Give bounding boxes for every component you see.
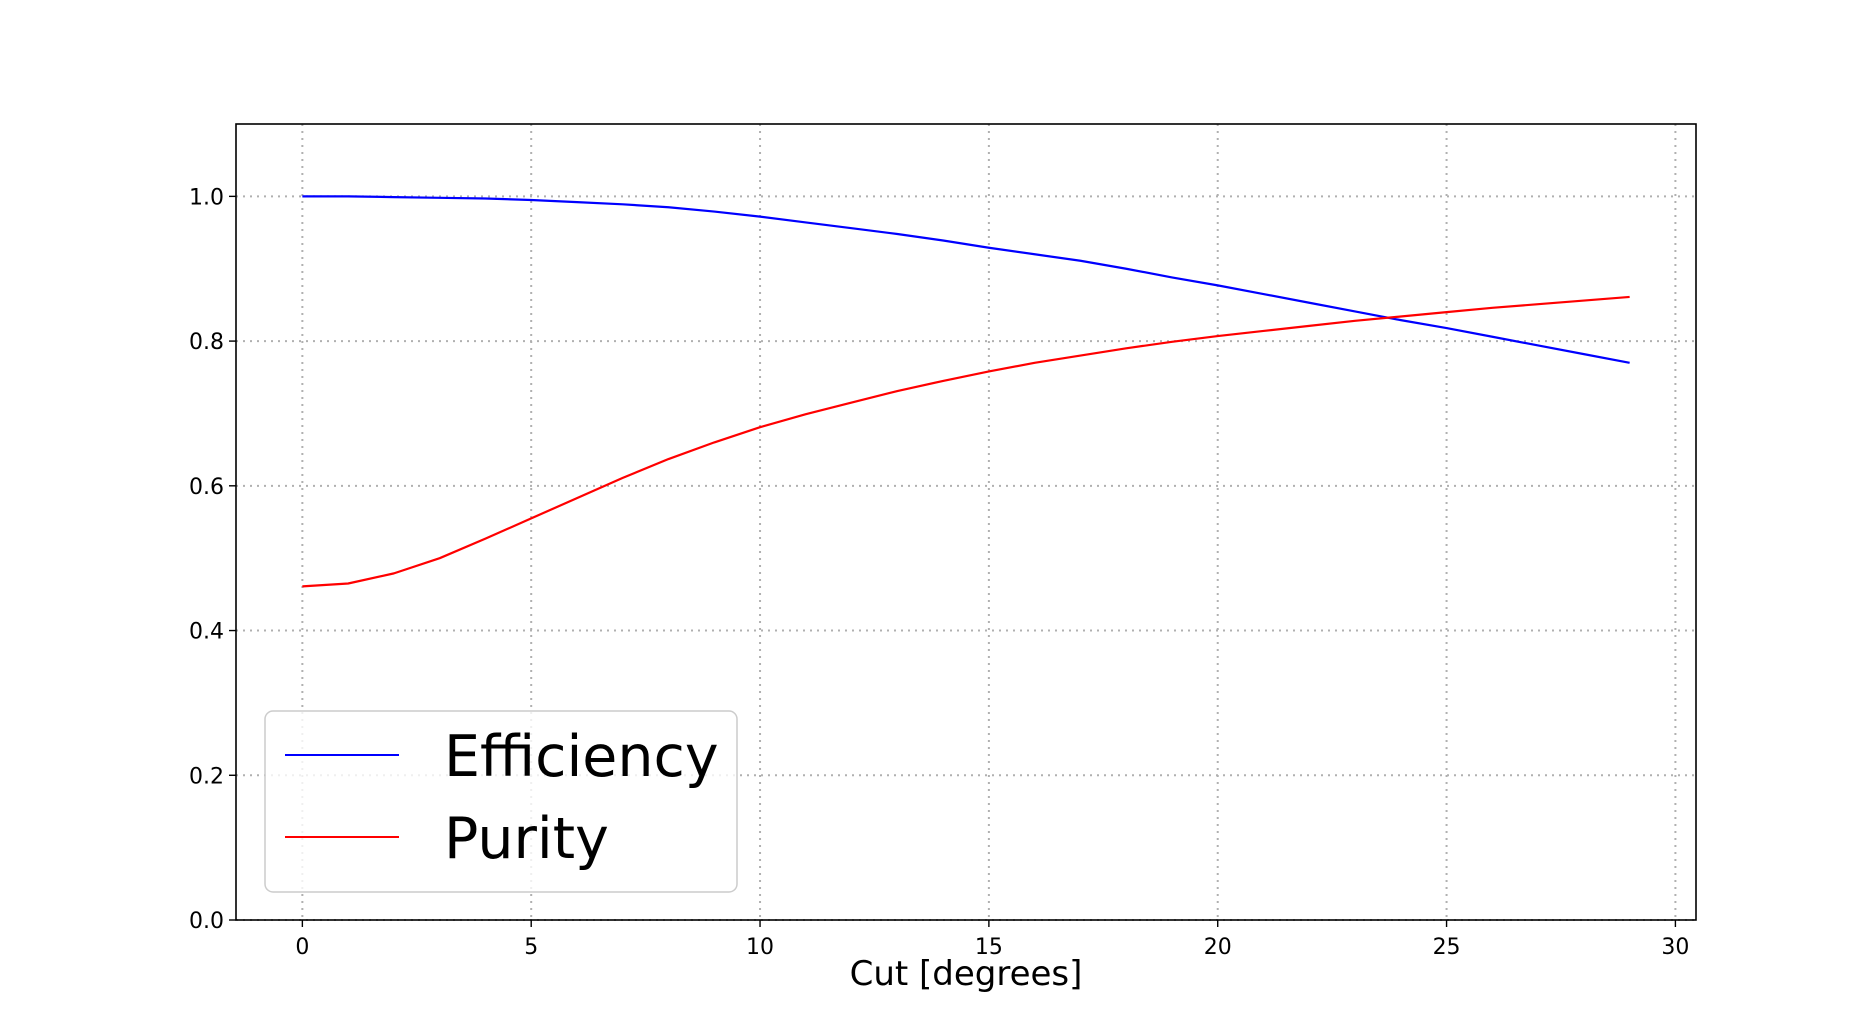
y-tick-label: 0.8 (189, 330, 224, 355)
y-tick-label: 0.6 (189, 475, 224, 500)
legend-label-purity: Purity (444, 806, 609, 872)
y-tick-label: 0.2 (189, 764, 224, 789)
legend-label-efficiency: Efficiency (444, 724, 719, 790)
plot-frame (235, 123, 1697, 921)
legend: Efficiency Purity (264, 710, 738, 893)
series-line-efficiency (302, 195, 1630, 364)
x-axis-title: Cut [degrees] (850, 954, 1083, 994)
x-tick-label: 25 (1433, 935, 1461, 960)
x-tick-label: 0 (295, 935, 309, 960)
x-tick-label: 30 (1661, 935, 1689, 960)
x-tick-label: 15 (975, 935, 1003, 960)
y-tick-label: 0.0 (189, 909, 224, 934)
y-tick-label: 0.4 (189, 620, 224, 645)
y-tick-label: 1.0 (189, 185, 224, 210)
series-line-purity (302, 295, 1630, 588)
series-layer (302, 195, 1630, 588)
legend-box (264, 710, 738, 893)
x-tick-label: 5 (524, 935, 538, 960)
ticks-layer: 0 5 10 15 20 25 30 0.0 0.2 0.4 0.6 0.8 1.0 (189, 185, 1689, 960)
x-tick-label: 10 (746, 935, 774, 960)
x-tick-label: 20 (1204, 935, 1232, 960)
